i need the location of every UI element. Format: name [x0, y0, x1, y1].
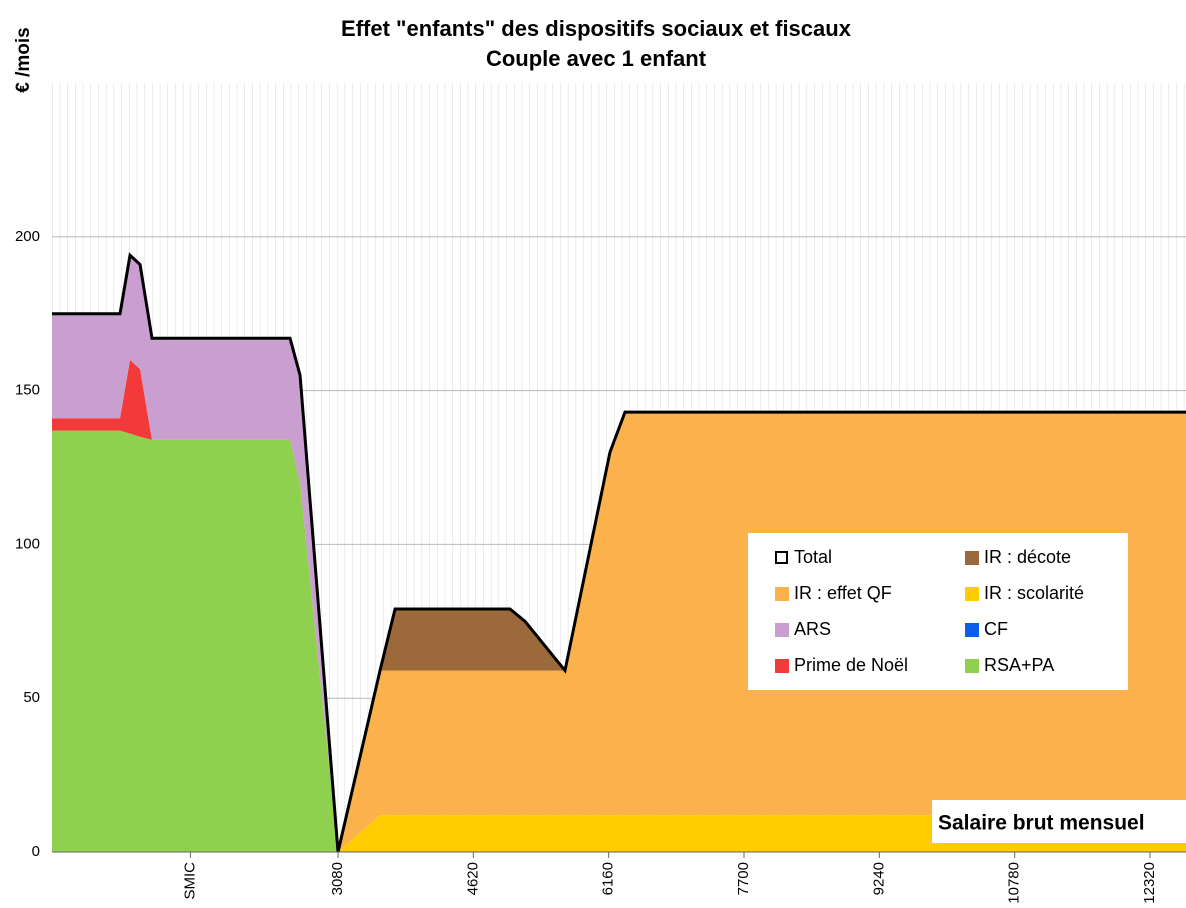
legend-swatch [775, 587, 789, 601]
legend-label: IR : décote [984, 547, 1071, 567]
x-tick-label: 10780 [1006, 862, 1023, 904]
x-tick-label: 9240 [870, 862, 887, 895]
x-tick-label: 7700 [735, 862, 752, 895]
legend-swatch [965, 587, 979, 601]
legend-swatch [965, 623, 979, 637]
legend-label: ARS [794, 619, 831, 639]
y-axis-label: € /mois [13, 27, 34, 92]
annotation: Salaire brut mensuel [938, 812, 1145, 835]
legend-label: Prime de Noël [794, 655, 908, 675]
legend-label: IR : effet QF [794, 583, 892, 603]
legend-swatch [965, 659, 979, 673]
legend-swatch [775, 659, 789, 673]
x-tick-label: 6160 [600, 862, 617, 895]
area [52, 255, 1186, 853]
total-line [52, 252, 1186, 853]
x-tick-label: 3080 [329, 862, 346, 895]
x-tick-label: SMIC [181, 862, 198, 900]
y-tick-label: 0 [32, 843, 40, 860]
y-tick-label: 50 [23, 689, 40, 706]
legend-label: IR : scolarité [984, 583, 1084, 603]
y-tick-label: 200 [15, 228, 40, 245]
legend-swatch [775, 623, 789, 637]
legend-label: Total [794, 547, 832, 567]
legend-label: RSA+PA [984, 655, 1054, 675]
chart-title: Effet "enfants" des dispositifs sociaux … [341, 16, 852, 41]
legend-box [748, 533, 1128, 690]
area [52, 430, 1186, 852]
y-tick-label: 150 [15, 382, 40, 399]
x-tick-label: 4620 [464, 862, 481, 895]
legend-swatch [775, 551, 788, 564]
y-tick-label: 100 [15, 535, 40, 552]
x-tick-label: 12320 [1141, 862, 1158, 904]
chart-subtitle: Couple avec 1 enfant [486, 46, 707, 71]
annotation-box [932, 800, 1186, 843]
legend-label: CF [984, 619, 1008, 639]
legend-swatch [965, 551, 979, 565]
